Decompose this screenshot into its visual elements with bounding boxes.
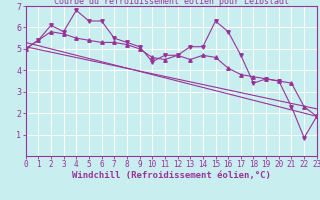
X-axis label: Windchill (Refroidissement éolien,°C): Windchill (Refroidissement éolien,°C) [72, 171, 271, 180]
Title: Courbe du refroidissement éolien pour Leibstadt: Courbe du refroidissement éolien pour Le… [54, 0, 289, 6]
